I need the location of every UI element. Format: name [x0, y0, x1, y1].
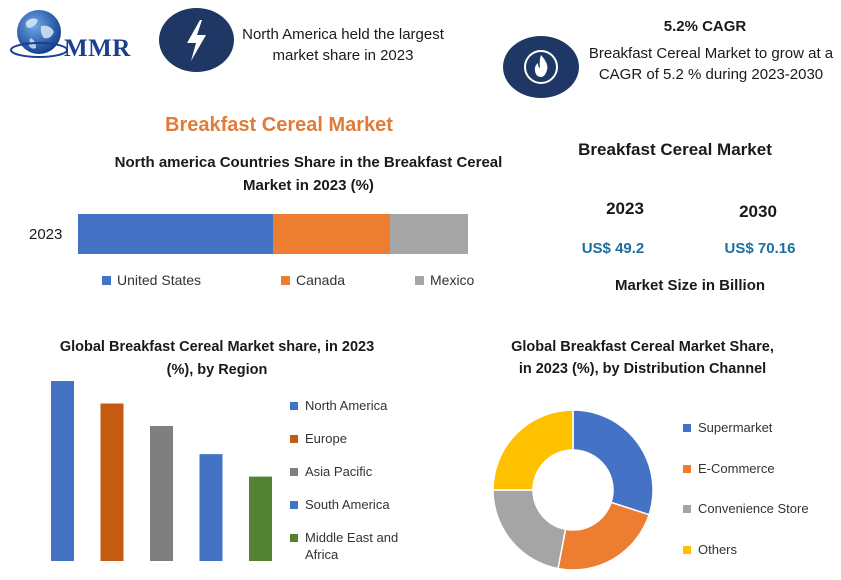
- bar-north-america: [51, 381, 74, 561]
- stacked-category-label: 2023: [29, 226, 63, 243]
- flame-icon: [524, 50, 558, 84]
- legend-label: Middle East and Africa: [305, 530, 399, 562]
- bar-segment-mexico: [390, 214, 468, 254]
- legend-label: E-Commerce: [698, 461, 775, 476]
- legend-label: Others: [698, 542, 738, 557]
- market-size-title: Breakfast Cereal Market: [578, 140, 772, 159]
- globe-icon: [10, 10, 68, 58]
- largest-share-text: North America held the largest market sh…: [242, 26, 444, 64]
- legend-label: Asia Pacific: [305, 464, 373, 479]
- channel-chart-title: Global Breakfast Cereal Market Share, in…: [511, 339, 774, 377]
- value-2023: US$ 49.2: [581, 240, 645, 257]
- slice-convenience-store: [492, 489, 567, 570]
- legend-north-america: North America: [290, 397, 400, 414]
- slice-e-commerce: [557, 501, 651, 571]
- legend-label: North America: [305, 398, 388, 413]
- main-title: Breakfast Cereal Market: [165, 114, 393, 136]
- value-2030: US$ 70.16: [724, 240, 796, 257]
- cagr-text: Breakfast Cereal Market to grow at a CAG…: [588, 45, 834, 83]
- year-2030: 2030: [739, 202, 777, 221]
- legend-label: United States: [117, 272, 202, 288]
- legend-canada: Canada: [281, 272, 345, 288]
- bar-segment-united-states: [78, 214, 273, 254]
- year-2023: 2023: [606, 199, 644, 218]
- stacked-chart-title: North america Countries Share in the Bre…: [114, 154, 503, 194]
- legend-label: Supermarket: [698, 420, 773, 435]
- legend-united-states: United States: [102, 272, 201, 288]
- bar-asia-pacific: [150, 426, 173, 561]
- brand-logo: MMR: [8, 4, 138, 62]
- legend-others: Others: [683, 541, 737, 558]
- legend-label: South America: [305, 497, 390, 512]
- lightning-bolt-icon: [187, 20, 206, 61]
- legend-middle-east-and-africa: Middle East and Africa: [290, 529, 400, 563]
- bar-segment-canada: [273, 214, 390, 254]
- bar-south-america: [199, 454, 223, 561]
- stacked-bar: [78, 214, 468, 254]
- legend-label: Canada: [296, 272, 346, 288]
- legend-south-america: South America: [290, 496, 400, 513]
- flame-circle: [503, 36, 579, 98]
- legend-convenience-store: Convenience Store: [683, 500, 809, 517]
- region-chart-title: Global Breakfast Cereal Market share, in…: [59, 339, 375, 378]
- legend-europe: Europe: [290, 430, 400, 447]
- channel-donut-chart: [492, 409, 654, 571]
- legend-label: Convenience Store: [698, 501, 809, 516]
- legend-supermarket: Supermarket: [683, 419, 772, 436]
- legend-asia-pacific: Asia Pacific: [290, 463, 400, 480]
- slice-supermarket: [572, 409, 654, 516]
- legend-e-commerce: E-Commerce: [683, 460, 775, 477]
- bar-middle-east-and-africa: [249, 476, 272, 561]
- lightning-circle: [159, 8, 234, 72]
- legend-mexico: Mexico: [415, 272, 474, 288]
- slice-others: [492, 409, 574, 491]
- legend-label: Europe: [305, 431, 347, 446]
- legend-label: Mexico: [430, 272, 475, 288]
- cagr-heading: 5.2% CAGR: [663, 18, 747, 35]
- market-size-footer: Market Size in Billion: [614, 277, 766, 294]
- logo-text: MMR: [64, 35, 131, 62]
- region-bar-chart: [51, 381, 272, 561]
- bar-europe: [100, 403, 124, 561]
